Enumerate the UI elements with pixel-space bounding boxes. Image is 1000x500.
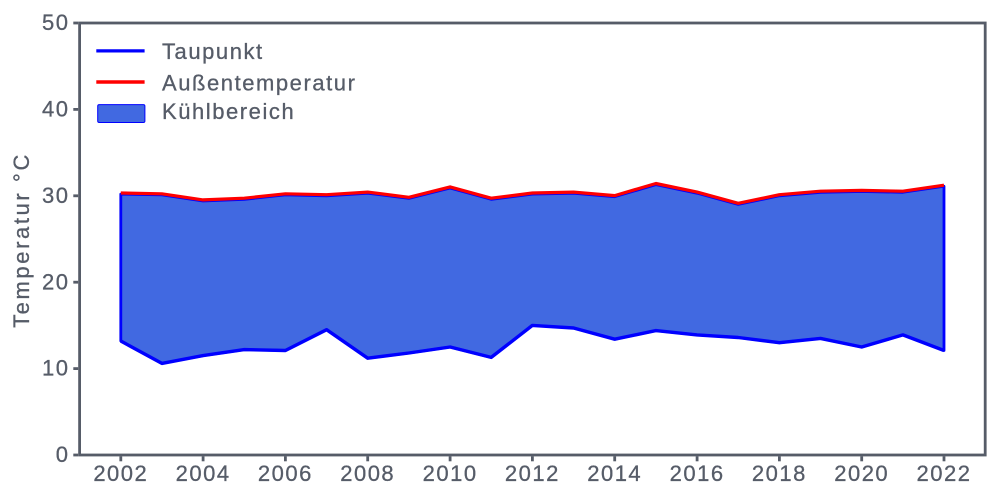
svg-text:2012: 2012 [505,461,560,486]
svg-text:Kühlbereich: Kühlbereich [162,99,295,124]
svg-text:2014: 2014 [587,461,642,486]
svg-text:50: 50 [42,10,69,35]
svg-text:2002: 2002 [93,461,148,486]
svg-text:Außentemperatur: Außentemperatur [162,71,356,96]
svg-text:Taupunkt: Taupunkt [162,39,264,64]
svg-text:10: 10 [42,356,69,381]
svg-text:2004: 2004 [176,461,231,486]
svg-text:2010: 2010 [423,461,478,486]
svg-text:20: 20 [42,269,69,294]
svg-text:2006: 2006 [258,461,313,486]
svg-text:2020: 2020 [834,461,889,486]
svg-text:Temperatur °C: Temperatur °C [9,152,34,328]
svg-text:2018: 2018 [752,461,807,486]
svg-text:2016: 2016 [670,461,725,486]
svg-text:40: 40 [42,97,69,122]
svg-text:0: 0 [56,442,70,467]
svg-text:30: 30 [42,183,69,208]
svg-text:2008: 2008 [340,461,395,486]
svg-text:2022: 2022 [917,461,972,486]
